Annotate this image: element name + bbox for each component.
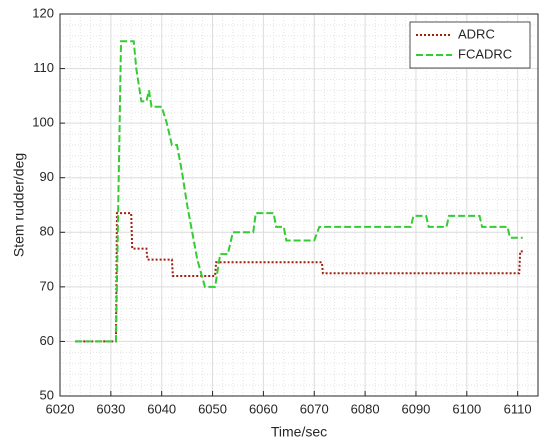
data-line [75,212,523,343]
y-tick-label: 80 [40,224,54,239]
x-tick-label: 6080 [351,401,380,416]
legend-label: FCADRC [458,46,512,61]
y-tick-label: 110 [33,60,54,75]
y-axis-label: Stem rudder/deg [11,153,27,257]
x-tick-label: 6050 [198,401,227,416]
legend: ADRC FCADRC [409,21,531,69]
legend-label: ADRC [458,26,495,41]
x-tick-label: 6090 [401,401,430,416]
x-tick-label: 6110 [504,401,532,416]
x-tick-label: 6020 [46,401,75,416]
y-tick-label: 50 [40,387,54,402]
y-tick-label: 60 [40,333,54,348]
legend-box [409,21,531,69]
y-tick-label: 120 [32,5,54,20]
x-tick-label: 6100 [452,401,481,416]
plot-area [60,14,538,396]
x-tick-label: 6040 [147,401,176,416]
y-tick-label: 70 [40,278,54,293]
x-axis-label: Time/sec [271,424,327,440]
axes-box [59,13,539,397]
data-line [75,40,523,343]
x-tick-label: 6030 [96,401,125,416]
y-tick-label: 100 [32,115,54,130]
x-tick-label: 6060 [249,401,278,416]
y-tick-label: 90 [40,169,54,184]
x-tick-label: 6070 [300,401,329,416]
